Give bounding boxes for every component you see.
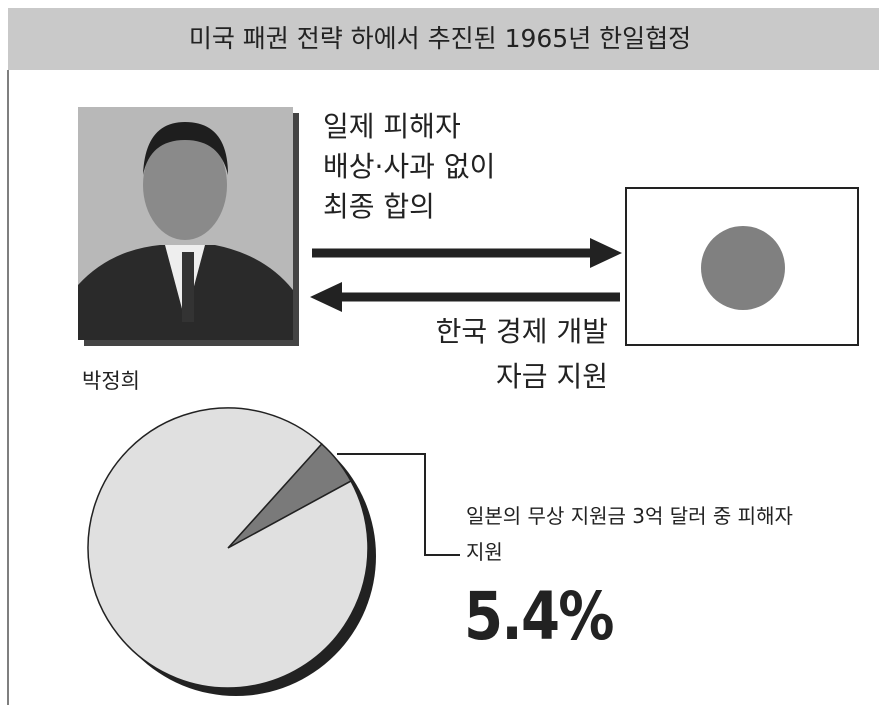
pie-value-label: 5.4%	[464, 578, 613, 655]
flag-circle	[701, 226, 785, 310]
arrow-text: 자금 지원	[496, 360, 608, 393]
title: 미국 패권 전략 하에서 추진된 1965년 한일협정	[189, 24, 691, 53]
photo-caption: 박정희	[82, 369, 140, 393]
arrow-text: 최종 합의	[323, 190, 435, 223]
arrowhead	[310, 282, 342, 312]
page: 미국 패권 전략 하에서 추진된 1965년 한일협정 박정희 일제 피해자 배…	[0, 0, 879, 705]
arrowhead	[590, 238, 622, 268]
arrow-text: 일제 피해자	[323, 110, 461, 143]
pie-label: 일본의 무상 지원금 3억 달러 중 피해자 지원	[466, 498, 796, 570]
arrow-text: 한국 경제 개발	[436, 315, 608, 348]
photo-tie	[182, 252, 194, 322]
arrow-text: 배상·사과 없이	[323, 150, 495, 183]
infographic: 미국 패권 전략 하에서 추진된 1965년 한일협정 박정희 일제 피해자 배…	[0, 0, 879, 705]
